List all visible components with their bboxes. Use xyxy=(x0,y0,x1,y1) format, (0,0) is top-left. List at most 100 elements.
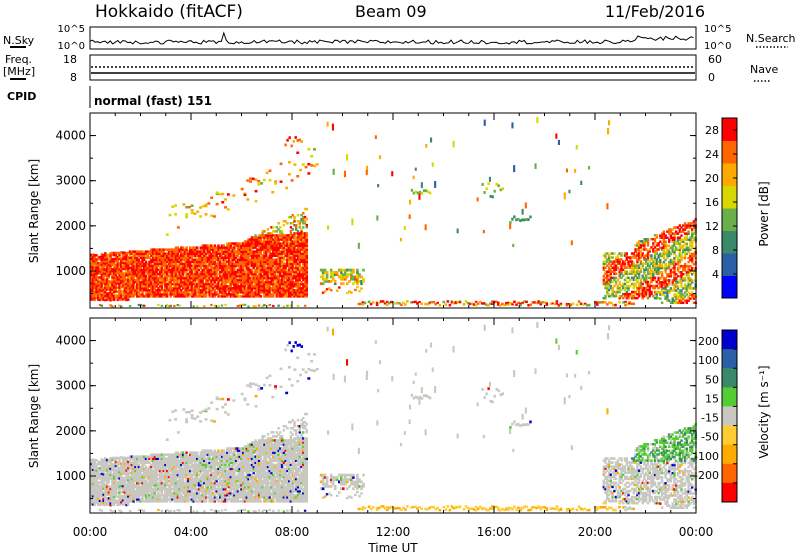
power-cell xyxy=(298,234,301,237)
power-cell xyxy=(648,272,651,276)
power-cell xyxy=(685,301,688,304)
power-cell xyxy=(185,291,188,294)
velocity-cell xyxy=(116,463,119,466)
power-cell xyxy=(282,238,286,241)
power-cell xyxy=(224,264,227,268)
power-cell xyxy=(683,285,687,288)
velocity-cell xyxy=(105,458,109,462)
power-cell xyxy=(290,144,293,148)
power-cell xyxy=(90,271,93,275)
power-cell xyxy=(174,262,178,266)
power-cell xyxy=(664,269,667,272)
power-cell xyxy=(273,270,277,274)
power-cell xyxy=(162,278,165,282)
power-cell xyxy=(284,293,287,296)
power-cell xyxy=(118,253,121,257)
velocity-cell xyxy=(116,460,119,464)
power-cell xyxy=(609,272,612,276)
power-cell xyxy=(282,236,286,239)
power-cell xyxy=(280,287,284,290)
power-cell xyxy=(176,287,179,290)
power-cell xyxy=(240,287,243,290)
power-cell xyxy=(259,250,263,253)
power-cell xyxy=(128,260,132,264)
power-cell xyxy=(381,300,385,303)
power-cell xyxy=(192,248,195,251)
power-cell xyxy=(114,271,118,275)
velocity-cell xyxy=(102,495,105,498)
power-cell xyxy=(242,274,245,278)
power-cell xyxy=(155,291,158,294)
power-cell xyxy=(166,289,169,292)
power-cell xyxy=(464,300,468,303)
power-cell xyxy=(128,250,132,253)
power-cell xyxy=(224,250,227,253)
power-cell xyxy=(105,261,109,265)
power-cell xyxy=(280,278,284,282)
velocity-cell xyxy=(91,501,95,504)
power-cell xyxy=(418,301,421,303)
power-cell xyxy=(625,292,628,296)
power-cell xyxy=(325,288,329,291)
power-cell xyxy=(280,230,284,233)
power-cell xyxy=(176,304,179,307)
power-cell xyxy=(270,232,273,235)
power-cell xyxy=(691,258,694,262)
power-cell xyxy=(102,253,105,257)
power-cell xyxy=(296,240,300,243)
power-cell xyxy=(249,264,252,268)
power-cell xyxy=(104,282,107,286)
power-cell xyxy=(257,285,261,288)
power-cell xyxy=(238,295,241,298)
power-cell xyxy=(206,248,210,251)
power-cell xyxy=(231,254,234,257)
power-cell xyxy=(676,291,680,294)
power-cell xyxy=(127,274,130,277)
power-cell xyxy=(611,266,614,269)
power-cell xyxy=(199,282,202,286)
power-cell xyxy=(166,304,169,307)
power-cell xyxy=(340,282,343,286)
power-cell xyxy=(265,248,268,251)
velocity-cell xyxy=(113,465,116,468)
power-cell xyxy=(229,256,232,259)
power-cell xyxy=(277,274,280,278)
power-cell xyxy=(263,287,266,290)
power-cell xyxy=(116,255,119,259)
power-cell xyxy=(646,254,650,257)
power-cell xyxy=(403,226,406,230)
power-cell xyxy=(323,268,327,272)
power-cell xyxy=(296,236,300,239)
power-cell xyxy=(691,230,694,233)
power-cell xyxy=(210,270,213,274)
power-cell xyxy=(150,280,153,284)
power-cell xyxy=(680,246,683,250)
power-cell xyxy=(217,276,220,280)
power-cell xyxy=(229,254,232,257)
power-cell xyxy=(104,260,107,263)
power-cell xyxy=(305,240,308,243)
power-cell xyxy=(215,272,218,276)
power-cell xyxy=(226,248,229,251)
power-cell xyxy=(669,230,673,233)
power-cell xyxy=(671,297,674,300)
velocity-cell xyxy=(109,475,112,478)
power-cell xyxy=(321,275,325,279)
power-cell xyxy=(242,260,245,264)
power-cell xyxy=(120,267,123,270)
power-cell xyxy=(659,264,662,268)
power-cell xyxy=(342,277,345,281)
power-cell xyxy=(272,270,275,274)
power-cell xyxy=(683,228,687,231)
power-cell xyxy=(348,280,351,283)
power-cell xyxy=(171,264,174,268)
power-cell xyxy=(95,282,98,286)
power-cell xyxy=(580,180,583,185)
velocity-cell xyxy=(91,478,95,482)
power-cell xyxy=(650,284,653,288)
power-cell xyxy=(146,280,149,284)
power-cell xyxy=(282,293,286,296)
power-cell xyxy=(151,278,155,282)
power-cell xyxy=(100,277,103,281)
power-cell xyxy=(300,276,303,280)
